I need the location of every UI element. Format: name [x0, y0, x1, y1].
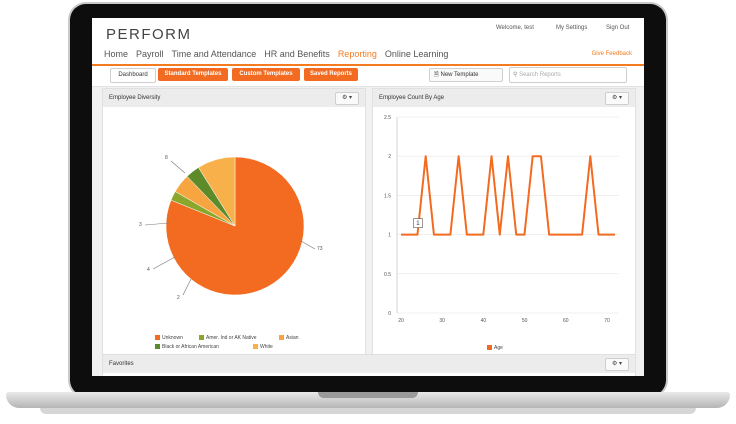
legend-age: Age: [487, 345, 503, 351]
age-panel: Employee Count By Age ⚙ ▾ 0 0.5 1 1.5 2 2.5 20…: [372, 88, 636, 368]
tab-saved-reports[interactable]: Saved Reports: [304, 68, 358, 81]
sign-out-link[interactable]: Sign Out: [606, 25, 630, 31]
nav-underline: [92, 64, 644, 66]
y-tick-label: 2.5: [384, 115, 391, 121]
x-tick-label: 50: [522, 318, 528, 324]
diversity-pie-chart: [144, 156, 316, 296]
pie-label-black: 3: [139, 222, 142, 228]
x-tick-label: 30: [439, 318, 445, 324]
y-tick-label: 2: [388, 154, 391, 160]
leader-line-white: [170, 160, 186, 174]
legend-white: White: [253, 344, 273, 350]
leader-line-black: [144, 222, 170, 226]
favorites-title: Favorites: [103, 355, 635, 373]
tab-standard-templates[interactable]: Standard Templates: [158, 68, 228, 81]
gear-icon: ⚙ ▾: [611, 361, 623, 367]
diversity-panel: Employee Diversity ⚙ ▾ 73 2 4 3 8 Unknow…: [102, 88, 366, 368]
document-icon: 🗎: [434, 72, 439, 78]
search-icon: ⚲: [513, 72, 518, 78]
series-line-age[interactable]: [401, 155, 615, 236]
pie-slice-white[interactable]: [198, 156, 236, 227]
laptop-shadow: [40, 408, 696, 414]
diversity-settings-button[interactable]: ⚙ ▾: [335, 92, 359, 105]
nav-time-attendance[interactable]: Time and Attendance: [171, 49, 257, 59]
tab-custom-templates[interactable]: Custom Templates: [232, 68, 300, 81]
leader-line-asian: [152, 256, 176, 270]
y-tick-label: 0: [388, 311, 391, 317]
favorites-panel: Favorites ⚙ ▾: [102, 354, 636, 376]
laptop-notch: [318, 392, 418, 398]
leader-line-amer: [182, 278, 192, 296]
app-screen: PERFORM Welcome, test My Settings Sign O…: [92, 18, 644, 376]
leader-line-unknown: [300, 240, 316, 250]
legend-asian: Asian: [279, 335, 299, 341]
search-placeholder: Search Reports: [519, 72, 561, 78]
pie-slice-unknown[interactable]: [165, 156, 305, 296]
gear-icon: ⚙ ▾: [341, 95, 353, 101]
pie-label-amer: 2: [177, 295, 180, 301]
x-tick-label: 20: [398, 318, 404, 324]
pie-label-unknown: 73: [317, 246, 323, 252]
welcome-text: Welcome, test: [496, 25, 534, 31]
nav-online-learning[interactable]: Online Learning: [384, 49, 449, 59]
laptop-base: [6, 392, 730, 408]
legend-black: Black or African American: [155, 344, 219, 350]
tooltip-value: 1: [416, 221, 420, 227]
app-logo[interactable]: PERFORM: [106, 26, 192, 43]
favorites-settings-button[interactable]: ⚙ ▾: [605, 358, 629, 371]
x-tick-label: 70: [604, 318, 610, 324]
nav-reporting[interactable]: Reporting: [337, 49, 377, 59]
age-title: Employee Count By Age: [373, 89, 635, 107]
new-template-label: New Template: [440, 72, 479, 78]
give-feedback-link[interactable]: Give Feedback: [591, 51, 632, 57]
nav-hr-benefits[interactable]: HR and Benefits: [264, 49, 330, 59]
top-bar: PERFORM Welcome, test My Settings Sign O…: [92, 18, 644, 66]
sub-nav: Dashboard Standard Templates Custom Temp…: [92, 66, 644, 87]
new-template-button[interactable]: 🗎 New Template: [429, 68, 503, 82]
diversity-title: Employee Diversity: [103, 89, 365, 107]
gear-icon: ⚙ ▾: [611, 95, 623, 101]
nav-payroll[interactable]: Payroll: [136, 49, 164, 59]
y-tick-label: 0.5: [384, 272, 391, 278]
x-tick-label: 40: [481, 318, 487, 324]
legend-unknown: Unknown: [155, 335, 183, 341]
legend-amer: Amer. Ind or AK Native: [199, 335, 257, 341]
tooltip-box: [413, 218, 423, 228]
pie-label-asian: 4: [147, 267, 150, 273]
x-tick-label: 60: [563, 318, 569, 324]
tab-dashboard[interactable]: Dashboard: [110, 68, 156, 83]
y-tick-label: 1.5: [384, 193, 391, 199]
nav-home[interactable]: Home: [104, 49, 129, 59]
age-line-chart: 0 0.5 1 1.5 2 2.5 20 30 40 50 60 70 1: [384, 115, 619, 324]
my-settings-link[interactable]: My Settings: [556, 25, 588, 31]
main-nav: Home Payroll Time and Attendance HR and …: [104, 49, 448, 59]
y-tick-label: 1: [388, 233, 391, 239]
age-settings-button[interactable]: ⚙ ▾: [605, 92, 629, 105]
search-input[interactable]: ⚲ Search Reports: [509, 67, 627, 83]
pie-label-white: 8: [165, 155, 168, 161]
